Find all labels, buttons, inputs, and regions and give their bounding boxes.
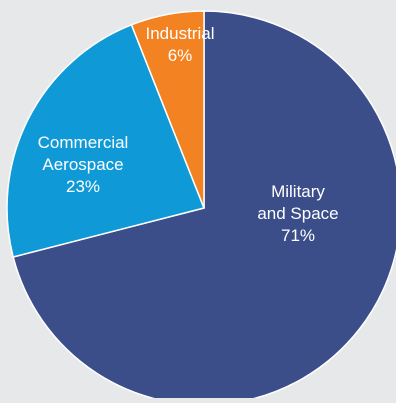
data-label-text: and Space [257, 204, 338, 223]
data-label-commercial: Commercial Aerospace 23% [38, 133, 129, 196]
data-label-percent: 23% [66, 177, 100, 196]
pie-slice-commercial [6, 23, 206, 258]
data-label-industrial: Industrial 6% [146, 24, 215, 65]
data-label-military: Military and Space 71% [257, 182, 338, 245]
data-label-percent: 6% [168, 46, 193, 65]
data-label-text: Military [271, 182, 325, 201]
data-label-text: Commercial [38, 133, 129, 152]
data-label-text: Aerospace [42, 155, 123, 174]
pie-slice-industrial [130, 10, 205, 209]
data-label-text: Industrial [146, 24, 215, 43]
data-label-percent: 71% [281, 226, 315, 245]
